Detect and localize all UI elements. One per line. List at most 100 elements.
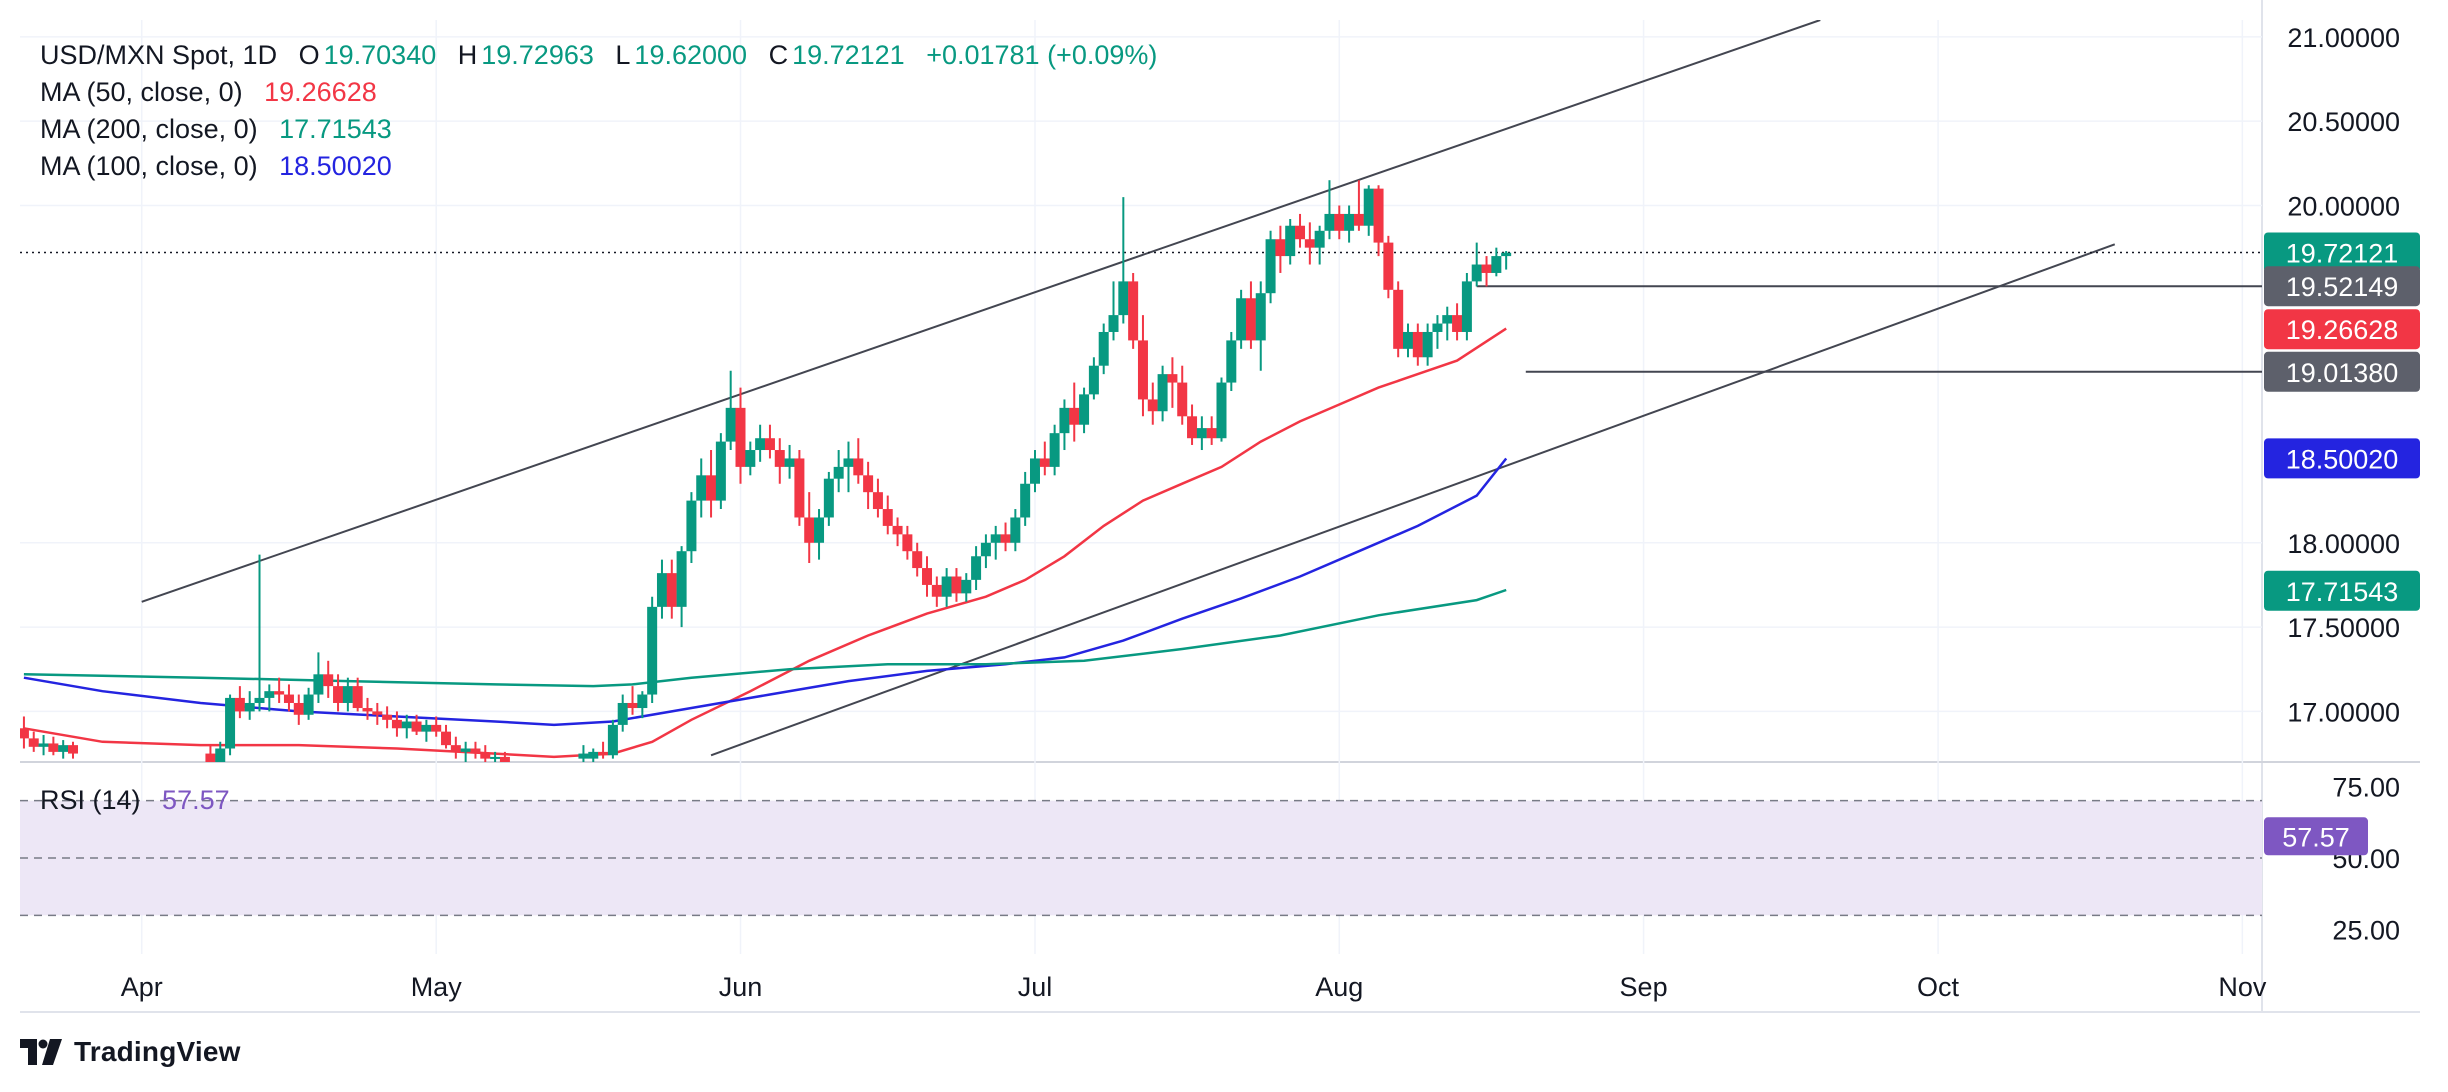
candle <box>1128 272 1139 349</box>
tradingview-brand[interactable]: TradingView <box>20 1036 241 1068</box>
candle-body <box>1157 374 1168 412</box>
candle-body <box>441 731 452 746</box>
candle <box>941 568 952 607</box>
candle-body <box>971 556 982 580</box>
candle-body <box>1304 239 1315 248</box>
time-tick-label: Oct <box>1917 972 1960 1002</box>
candle <box>1363 185 1374 236</box>
open-label: O <box>298 40 320 70</box>
ma200-label: MA (200, close, 0) <box>40 114 258 144</box>
candle-body <box>588 751 599 759</box>
symbol-name[interactable]: USD/MXN Spot, 1D <box>40 40 278 70</box>
rsi-label: RSI (14) <box>40 785 141 815</box>
candle <box>1334 205 1345 240</box>
candle-body <box>1245 298 1256 341</box>
candle <box>480 745 491 762</box>
candle <box>1069 382 1080 442</box>
candle-body <box>755 438 766 451</box>
candle <box>794 450 805 526</box>
change-value: +0.01781 (+0.09%) <box>926 40 1158 70</box>
candle-body <box>1196 428 1207 439</box>
candle-body <box>1226 340 1237 383</box>
candle <box>1137 315 1148 417</box>
candle <box>372 702 383 725</box>
candle-body <box>1079 394 1090 425</box>
candle <box>656 559 667 619</box>
candle-body <box>1393 289 1404 349</box>
candle-body <box>1236 298 1247 341</box>
candle <box>1226 331 1237 391</box>
candle <box>1147 382 1158 425</box>
candle-body <box>853 458 864 476</box>
candle <box>1373 185 1384 257</box>
ma100-legend[interactable]: MA (100, close, 0) 18.50020 <box>40 151 396 182</box>
candle-body <box>843 458 854 467</box>
rsi-value: 57.57 <box>162 785 230 815</box>
rsi-label-text: 57.57 <box>2282 822 2350 852</box>
candle <box>382 706 393 729</box>
ma50-legend[interactable]: MA (50, close, 0) 19.26628 <box>40 77 381 108</box>
chart-lines <box>20 20 2262 759</box>
candle <box>1285 218 1296 265</box>
time-tick-label: Jun <box>719 972 763 1002</box>
candle <box>764 424 775 459</box>
candle-body <box>1334 213 1345 231</box>
rsi-legend[interactable]: RSI (14) 57.57 <box>40 785 234 816</box>
candle-body <box>1147 399 1158 412</box>
candle-body <box>872 492 883 510</box>
symbol-legend: USD/MXN Spot, 1D O 19.70340 H 19.72963 L 19… <box>40 40 1161 71</box>
candle <box>1059 399 1070 451</box>
candle <box>922 556 933 597</box>
candle-body <box>656 573 667 607</box>
candle <box>1383 235 1394 299</box>
price-label-text: 19.01380 <box>2286 358 2399 388</box>
candle-body <box>333 686 344 703</box>
candle-body <box>274 691 285 695</box>
candle <box>1245 281 1256 349</box>
ma100-label: MA (100, close, 0) <box>40 151 258 181</box>
candle <box>274 677 285 703</box>
price-label-box <box>2264 309 2420 350</box>
price-tick-label: 21.00000 <box>2287 23 2400 53</box>
rsi-label-box <box>2264 817 2368 856</box>
candle-body <box>499 756 510 762</box>
rsi-band <box>20 799 2262 917</box>
candle-body <box>823 478 834 518</box>
candle-body <box>1255 293 1266 341</box>
candle-body <box>205 753 216 762</box>
candle <box>1029 450 1040 493</box>
candle-body <box>225 697 236 749</box>
candle <box>706 450 717 518</box>
ma200-legend[interactable]: MA (200, close, 0) 17.71543 <box>40 114 396 145</box>
tradingview-logo-icon <box>20 1039 62 1065</box>
brand-name: TradingView <box>74 1036 241 1067</box>
candle-body <box>1353 213 1364 226</box>
time-tick-label: Apr <box>121 972 163 1002</box>
candle <box>362 697 373 720</box>
candle-body <box>1059 407 1070 434</box>
candle <box>1344 205 1355 243</box>
candle-body <box>961 579 972 594</box>
candle-body <box>470 748 481 754</box>
candle-body <box>1461 281 1472 332</box>
candle-body <box>323 674 334 687</box>
candle-body <box>1128 281 1139 341</box>
candle-body <box>990 534 1001 543</box>
candle <box>1000 522 1011 552</box>
candle-body <box>1049 433 1060 467</box>
candle <box>912 542 923 577</box>
candle <box>823 471 834 526</box>
candle <box>48 736 59 756</box>
candle <box>490 751 501 762</box>
candle <box>882 495 893 535</box>
candle <box>951 568 962 602</box>
candle <box>254 554 265 712</box>
price-label-text: 17.71543 <box>2286 577 2399 607</box>
candle-body <box>725 407 736 442</box>
moving-average-line <box>23 588 1507 688</box>
ma50-value: 19.26628 <box>264 77 377 107</box>
candle-body <box>578 753 589 759</box>
candle-body <box>303 694 314 715</box>
close-value: 19.72121 <box>792 40 905 70</box>
